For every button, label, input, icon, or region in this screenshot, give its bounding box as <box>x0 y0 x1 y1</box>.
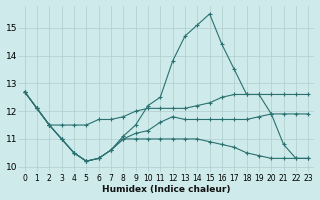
X-axis label: Humidex (Indice chaleur): Humidex (Indice chaleur) <box>102 185 231 194</box>
